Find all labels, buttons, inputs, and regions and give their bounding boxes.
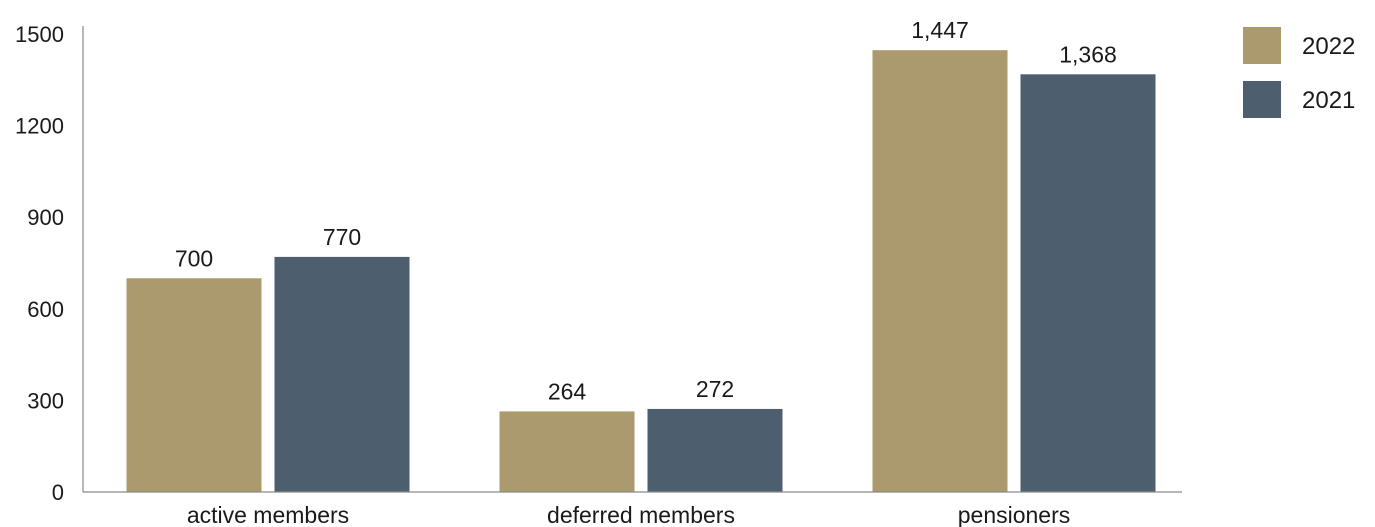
bar-2021-deferred-members [647, 408, 783, 492]
y-tick-label: 0 [52, 480, 64, 505]
x-category-label: deferred members [547, 502, 735, 527]
bar-2021-active-members [274, 256, 410, 492]
legend-swatch-2022 [1243, 27, 1281, 64]
value-label: 272 [696, 376, 734, 402]
y-tick-label: 300 [27, 388, 64, 413]
y-axis: 0 300 600 900 1200 1500 [15, 22, 84, 505]
value-label: 700 [175, 245, 213, 271]
value-labels: 700 770 264 272 1,447 1,368 [175, 17, 1117, 404]
legend-label-2021: 2021 [1302, 87, 1355, 114]
bar-2022-pensioners [872, 50, 1008, 492]
value-label: 1,447 [911, 17, 969, 43]
legend-label-2022: 2022 [1302, 33, 1355, 60]
value-label: 1,368 [1059, 41, 1117, 67]
bar-2022-deferred-members [499, 411, 635, 492]
value-label: 770 [323, 224, 361, 250]
value-label: 264 [548, 378, 587, 404]
y-tick-label: 600 [27, 297, 64, 322]
x-category-label: pensioners [958, 502, 1071, 527]
legend-swatch-2021 [1243, 81, 1281, 118]
legend: 2022 2021 [1243, 27, 1355, 118]
x-category-label: active members [187, 502, 349, 527]
y-tick-label: 900 [27, 205, 64, 230]
x-axis: active members deferred members pensioners [83, 491, 1182, 527]
bar-2022-active-members [126, 278, 262, 492]
y-tick-label: 1500 [15, 22, 64, 47]
bar-2021-pensioners [1020, 74, 1156, 492]
y-tick-label: 1200 [15, 114, 64, 139]
bars [126, 50, 1156, 492]
